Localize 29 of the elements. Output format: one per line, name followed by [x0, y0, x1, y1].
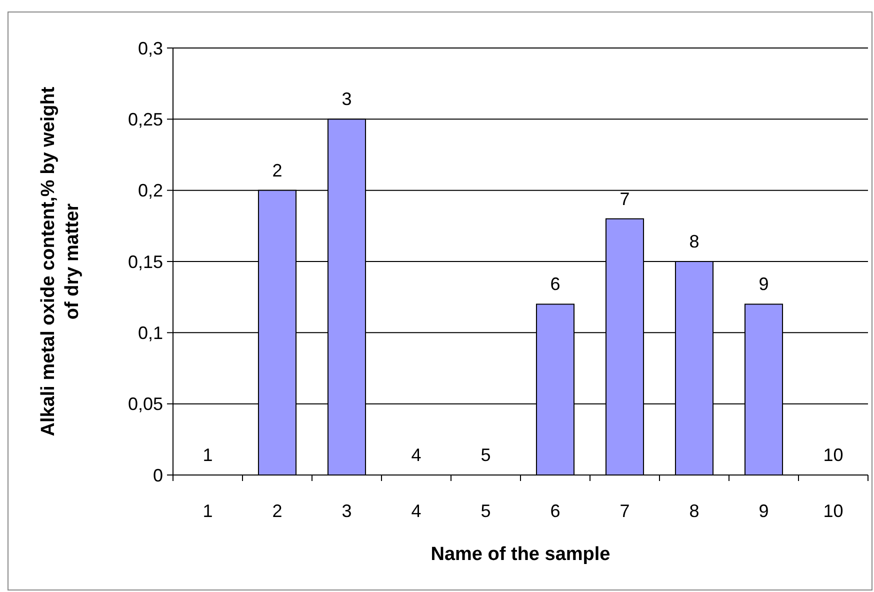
- x-tick-label: 7: [620, 501, 630, 521]
- annotation: 1: [202, 445, 213, 465]
- x-tick-label: 6: [550, 501, 560, 521]
- y-tick-label: 0,1: [138, 322, 163, 343]
- y-tick-label: 0,15: [128, 252, 163, 272]
- annotation: 6: [550, 274, 560, 294]
- annotation: 9: [758, 274, 769, 294]
- annotation: 7: [620, 188, 630, 209]
- x-tick-label: 5: [480, 501, 491, 521]
- annotation: 5: [480, 445, 491, 465]
- x-tick-label: 1: [202, 501, 213, 521]
- y-tick-label: 0,2: [138, 180, 163, 201]
- x-tick-label: 3: [342, 501, 352, 521]
- y-tick-label: 0: [152, 465, 163, 486]
- annotation: 10: [823, 445, 844, 465]
- annotation: 4: [411, 445, 422, 465]
- x-tick-label: 2: [272, 501, 282, 521]
- annotation: 8: [689, 232, 700, 252]
- x-tick-label: 9: [758, 501, 769, 521]
- x-tick-label: 10: [823, 501, 844, 521]
- y-tick-label: 0,3: [138, 38, 163, 58]
- annotation: 3: [342, 89, 352, 110]
- x-tick-label: 4: [411, 501, 422, 521]
- x-tick-label: 8: [689, 501, 700, 521]
- annotation: 2: [272, 160, 282, 180]
- y-tick-label: 0,25: [128, 109, 163, 130]
- y-axis-title: Alkali metal oxide content,% by weight of dry matter: [38, 86, 83, 436]
- y-tick-label: 0,05: [128, 394, 163, 414]
- x-axis-title: Name of the sample: [430, 544, 610, 565]
